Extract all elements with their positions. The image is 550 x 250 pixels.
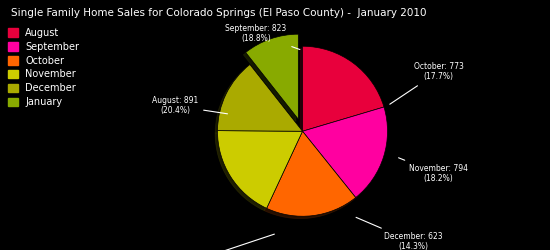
Wedge shape: [217, 131, 302, 208]
Wedge shape: [217, 64, 302, 131]
Legend: August, September, October, November, December, January: August, September, October, November, De…: [5, 25, 82, 110]
Wedge shape: [302, 46, 384, 131]
Text: August: 891
(20.4%): August: 891 (20.4%): [152, 96, 228, 116]
Text: December: 623
(14.3%): December: 623 (14.3%): [356, 217, 442, 250]
Text: October: 773
(17.7%): October: 773 (17.7%): [390, 62, 464, 104]
Wedge shape: [302, 107, 388, 198]
Text: November: 794
(18.2%): November: 794 (18.2%): [399, 158, 468, 184]
Text: Single Family Home Sales for Colorado Springs (El Paso County) -  January 2010: Single Family Home Sales for Colorado Sp…: [11, 8, 426, 18]
Text: January: 464 (10.6%): January: 464 (10.6%): [160, 234, 274, 250]
Text: September: 823
(18.8%): September: 823 (18.8%): [225, 24, 300, 50]
Wedge shape: [267, 131, 356, 216]
Wedge shape: [246, 34, 298, 119]
